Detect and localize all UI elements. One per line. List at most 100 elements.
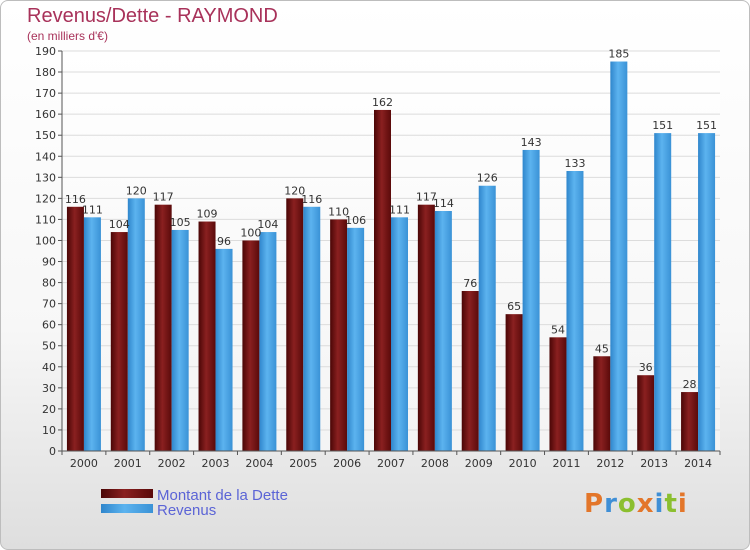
x-tick-label: 2004 bbox=[245, 457, 273, 470]
y-tick-label: 150 bbox=[35, 129, 56, 142]
bar-revenue bbox=[83, 217, 101, 451]
y-tick-label: 110 bbox=[35, 213, 56, 226]
y-tick-label: 40 bbox=[42, 361, 56, 374]
y-tick-label: 120 bbox=[35, 192, 56, 205]
value-label-revenue: 114 bbox=[433, 197, 454, 210]
x-tick-label: 2010 bbox=[509, 457, 537, 470]
legend-swatch-debt bbox=[101, 489, 153, 498]
bar-revenue bbox=[347, 227, 365, 451]
value-label-debt: 109 bbox=[197, 208, 218, 221]
legend-swatch-revenue bbox=[101, 504, 153, 513]
legend-label-revenue: Revenus bbox=[157, 502, 216, 519]
bar-revenue bbox=[259, 232, 277, 451]
value-label-debt: 104 bbox=[109, 218, 130, 231]
legend-label-debt: Montant de la Dette bbox=[157, 487, 288, 504]
chart-subtitle: (en milliers d'€) bbox=[27, 29, 108, 43]
bar-debt bbox=[505, 314, 523, 451]
value-label-debt: 36 bbox=[639, 361, 653, 374]
value-label-revenue: 151 bbox=[652, 119, 673, 132]
x-tick-label: 2001 bbox=[114, 457, 142, 470]
y-tick-label: 180 bbox=[35, 66, 56, 79]
x-tick-label: 2000 bbox=[70, 457, 98, 470]
bar-debt bbox=[154, 204, 172, 451]
value-label-revenue: 106 bbox=[345, 214, 366, 227]
value-label-revenue: 120 bbox=[126, 184, 147, 197]
bar-debt bbox=[286, 198, 304, 451]
value-label-debt: 76 bbox=[463, 277, 477, 290]
x-tick-label: 2013 bbox=[640, 457, 668, 470]
x-tick-label: 2007 bbox=[377, 457, 405, 470]
bar-debt bbox=[417, 204, 435, 451]
bar-debt bbox=[198, 221, 216, 451]
y-tick-label: 190 bbox=[35, 45, 56, 58]
x-tick-label: 2014 bbox=[684, 457, 712, 470]
y-tick-label: 70 bbox=[42, 298, 56, 311]
value-label-debt: 110 bbox=[328, 205, 349, 218]
value-label-debt: 45 bbox=[595, 342, 609, 355]
y-tick-label: 100 bbox=[35, 234, 56, 247]
y-tick-label: 60 bbox=[42, 319, 56, 332]
value-label-debt: 65 bbox=[507, 300, 521, 313]
x-tick-label: 2011 bbox=[552, 457, 580, 470]
bar-debt bbox=[549, 337, 567, 451]
value-label-debt: 100 bbox=[240, 226, 261, 239]
value-label-debt: 54 bbox=[551, 323, 565, 336]
y-tick-label: 80 bbox=[42, 277, 56, 290]
bar-revenue bbox=[171, 229, 189, 451]
value-label-revenue: 126 bbox=[477, 172, 498, 185]
y-tick-label: 50 bbox=[42, 340, 56, 353]
x-axis-ticks: 2000 2001 2002 2003 2004 2005 2006 2007 2008 2009… bbox=[61, 451, 721, 470]
logo-letter: r bbox=[604, 489, 618, 519]
y-tick-label: 140 bbox=[35, 150, 56, 163]
value-label-revenue: 111 bbox=[82, 203, 103, 216]
proxiti-logo: Proxiti bbox=[584, 489, 688, 519]
value-label-debt: 116 bbox=[65, 193, 86, 206]
y-tick-label: 0 bbox=[49, 445, 56, 458]
value-label-revenue: 133 bbox=[564, 157, 585, 170]
x-tick-label: 2002 bbox=[158, 457, 186, 470]
value-label-revenue: 111 bbox=[389, 203, 410, 216]
bar-revenue bbox=[698, 133, 716, 451]
bar-revenue bbox=[127, 198, 145, 451]
bar-revenue bbox=[434, 211, 452, 451]
logo-letter: x bbox=[636, 489, 655, 519]
x-tick-label: 2005 bbox=[289, 457, 317, 470]
bar-debt bbox=[637, 375, 655, 451]
bar-debt bbox=[374, 109, 391, 452]
value-label-revenue: 116 bbox=[301, 193, 322, 206]
y-tick-label: 30 bbox=[42, 382, 56, 395]
bar-revenue bbox=[303, 206, 321, 451]
bar-debt bbox=[593, 356, 611, 451]
value-label-revenue: 185 bbox=[608, 48, 629, 61]
y-tick-label: 20 bbox=[42, 403, 56, 416]
bar-debt bbox=[461, 291, 479, 451]
bar-revenue bbox=[478, 185, 496, 451]
y-tick-label: 130 bbox=[35, 171, 56, 184]
value-label-revenue: 96 bbox=[217, 235, 231, 248]
legend: Montant de la Dette Revenus bbox=[101, 487, 288, 519]
bars bbox=[66, 61, 716, 452]
bar-revenue bbox=[654, 133, 672, 451]
chart-title: Revenus/Dette - RAYMOND bbox=[27, 5, 278, 27]
value-label-revenue: 143 bbox=[521, 136, 542, 149]
bar-debt bbox=[681, 392, 699, 451]
y-tick-label: 170 bbox=[35, 87, 56, 100]
bar-revenue bbox=[566, 171, 584, 451]
x-tick-label: 2003 bbox=[202, 457, 230, 470]
bar-revenue bbox=[391, 217, 408, 451]
bar-debt bbox=[330, 219, 348, 451]
bar-debt bbox=[242, 240, 260, 451]
x-tick-label: 2009 bbox=[465, 457, 493, 470]
value-label-debt: 117 bbox=[153, 191, 174, 204]
value-label-revenue: 151 bbox=[696, 119, 717, 132]
bar-revenue bbox=[215, 248, 233, 451]
value-label-debt: 28 bbox=[683, 378, 697, 391]
value-label-revenue: 104 bbox=[257, 218, 278, 231]
value-label-debt: 117 bbox=[416, 191, 437, 204]
bar-revenue bbox=[522, 149, 540, 451]
y-tick-label: 90 bbox=[42, 256, 56, 269]
logo-letter: t bbox=[664, 489, 678, 519]
